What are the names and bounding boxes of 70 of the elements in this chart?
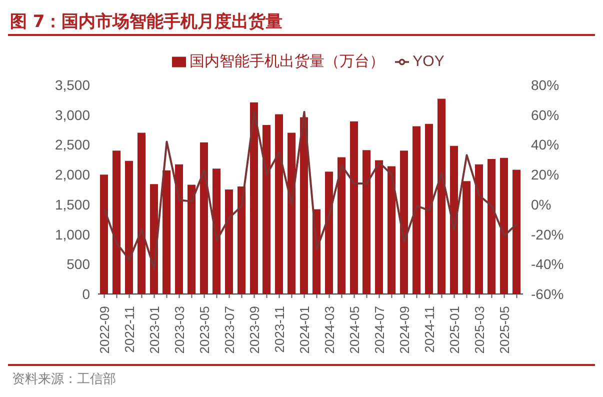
y-tick-label: 3,000 (54, 106, 90, 123)
x-tick-label: 2022-09 (96, 306, 112, 354)
bar (412, 126, 420, 294)
x-tick-label: 2023-11 (272, 306, 287, 353)
x-tick-label: 2024-05 (346, 306, 362, 354)
x-tick-label: 2023-09 (246, 306, 262, 354)
bar (288, 132, 296, 294)
bar (262, 125, 270, 294)
y-tick-label: 0 (82, 286, 90, 302)
y-tick-label: 3,500 (54, 76, 90, 93)
bar (400, 150, 408, 294)
bar (388, 166, 396, 294)
legend-label: YOY (412, 53, 444, 70)
bar (438, 98, 446, 294)
y2-tick-label: -20% (531, 226, 564, 242)
y2-tick-label: -60% (531, 286, 564, 302)
bar (275, 114, 283, 294)
bar (450, 146, 458, 294)
y-tick-label: 1,500 (54, 196, 90, 212)
y-tick-label: 2,000 (54, 166, 90, 183)
legend-label: 国内智能手机出货量（万台） (190, 53, 385, 70)
x-tick-label: 2022-11 (122, 306, 137, 353)
bar (362, 150, 370, 294)
y2-tick-label: 80% (531, 76, 560, 93)
x-tick-label: 2024-07 (372, 306, 387, 354)
text: 资料来源：工信部 (12, 370, 116, 388)
bar (488, 159, 496, 294)
x-tick-label: 2024-09 (396, 306, 412, 354)
x-tick-label: 2025-05 (496, 306, 512, 354)
y2-tick-label: -40% (531, 256, 564, 272)
bar (238, 186, 246, 294)
bar (425, 124, 433, 294)
y2-tick-label: 0% (531, 196, 552, 212)
line-series (103, 110, 518, 270)
bar (225, 190, 233, 294)
x-tick-label: 2023-03 (172, 306, 187, 354)
bar (300, 117, 308, 294)
bar (100, 174, 108, 294)
bar (462, 181, 470, 294)
bar (512, 170, 520, 294)
y2-tick-label: 20% (531, 166, 560, 183)
chart-title: 图 7：国内市场智能手机月度出货量 (10, 11, 283, 33)
bar (125, 160, 133, 294)
bar (500, 158, 508, 294)
x-tick-label: 2025-03 (472, 306, 487, 354)
bar (350, 121, 358, 294)
x-tick-label: 2024-03 (322, 306, 337, 354)
bar (325, 172, 333, 294)
x-tick-label: 2023-05 (196, 306, 212, 354)
y-tick-label: 1,000 (54, 226, 90, 242)
y2-tick-label: 40% (531, 136, 560, 153)
bar (175, 164, 183, 294)
bar (138, 132, 146, 294)
x-tick-label: 2024-01 (296, 306, 312, 354)
bar (212, 168, 220, 294)
y-tick-label: 500 (66, 256, 90, 272)
y2-tick-label: 60% (531, 106, 560, 123)
x-tick-label: 2025-01 (446, 306, 462, 354)
bar (375, 160, 383, 294)
bar (188, 184, 196, 294)
bar (162, 170, 170, 294)
bar (250, 102, 258, 294)
y-tick-label: 2,500 (54, 136, 90, 153)
x-tick-label: 2023-07 (222, 306, 237, 354)
x-tick-label: 2024-11 (422, 306, 437, 353)
bar (112, 150, 120, 294)
bar (200, 142, 208, 294)
bar (338, 157, 346, 294)
bar (475, 164, 483, 294)
x-tick-label: 2023-01 (146, 306, 162, 354)
